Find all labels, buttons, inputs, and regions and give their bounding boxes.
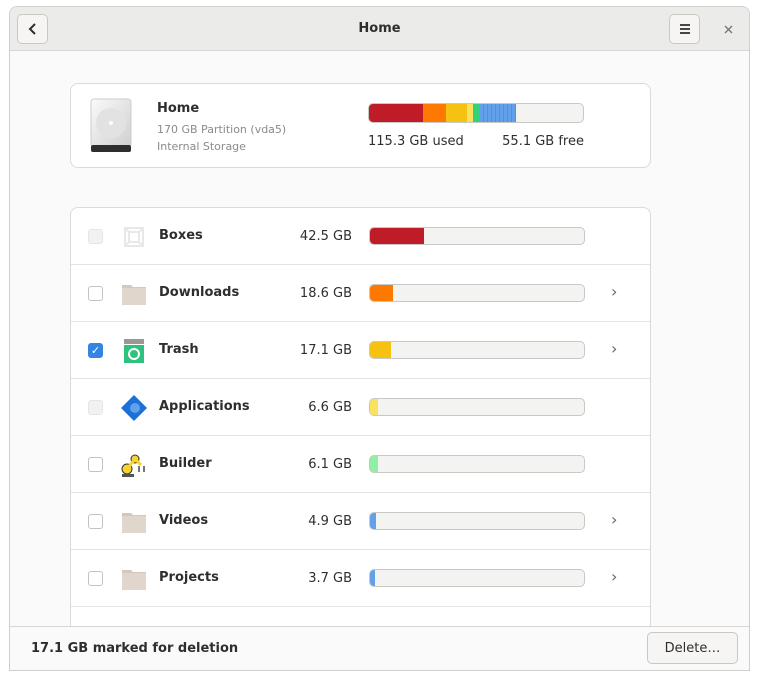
volume-name: Home: [157, 101, 200, 116]
item-size: 6.6 GB: [308, 400, 352, 415]
volume-free: 55.1 GB free: [502, 134, 584, 149]
volume-used: 115.3 GB used: [368, 134, 464, 149]
folder-icon: [121, 566, 147, 592]
item-usage-fill: [370, 513, 377, 529]
item-usage-bar: [369, 455, 585, 473]
item-usage-bar: [369, 569, 585, 587]
delete-button[interactable]: Delete…: [647, 632, 738, 664]
list-item-videos[interactable]: Videos 4.9 GB ›: [71, 493, 650, 550]
volume-usage-bar: [368, 103, 584, 123]
item-usage-bar: [369, 227, 585, 245]
footer-bar: 17.1 GB marked for deletion Delete…: [10, 626, 749, 670]
item-usage-fill: [370, 228, 424, 244]
item-checkbox[interactable]: [88, 286, 103, 301]
applications-icon: [121, 395, 147, 421]
item-usage-bar: [369, 341, 585, 359]
volume-segment: [369, 104, 423, 122]
window: Home Home 170 GB Partition (vda5) Intern…: [9, 6, 750, 671]
builder-icon: [121, 452, 147, 478]
item-name: Applications: [159, 399, 250, 414]
boxes-icon: [121, 224, 147, 250]
close-icon: [724, 25, 732, 33]
item-usage-fill: [370, 285, 394, 301]
item-checkbox: [88, 229, 103, 244]
folder-icon: [121, 281, 147, 307]
window-title: Home: [358, 21, 401, 36]
chevron-right-icon[interactable]: ›: [611, 510, 618, 529]
volume-segment: [422, 104, 446, 122]
item-size: 6.1 GB: [308, 457, 352, 472]
chevron-right-icon[interactable]: ›: [611, 282, 618, 301]
item-usage-fill: [370, 399, 379, 415]
deletion-status: 17.1 GB marked for deletion: [31, 641, 239, 656]
go-back-icon: [28, 23, 36, 35]
item-size: 42.5 GB: [299, 229, 352, 244]
list-item-builder[interactable]: Builder 6.1 GB: [71, 436, 650, 493]
volume-card: Home 170 GB Partition (vda5) Internal St…: [70, 83, 651, 168]
item-list: Boxes 42.5 GB Downloads 18.6 GB › ✓ Trash…: [70, 207, 651, 670]
trash-icon: [121, 338, 147, 364]
item-usage-bar: [369, 284, 585, 302]
item-name: Videos: [159, 513, 209, 528]
volume-type: Internal Storage: [157, 140, 246, 153]
list-item-applications[interactable]: Applications 6.6 GB: [71, 379, 650, 436]
menu-button[interactable]: [669, 14, 700, 44]
hamburger-menu-icon: [679, 24, 690, 34]
back-button[interactable]: [17, 14, 48, 44]
item-name: Downloads: [159, 285, 240, 300]
item-name: Trash: [159, 342, 199, 357]
volume-segment: [467, 104, 474, 122]
item-size: 4.9 GB: [308, 514, 352, 529]
item-usage-bar: [369, 398, 585, 416]
item-name: Builder: [159, 456, 212, 471]
item-name: Projects: [159, 570, 219, 585]
item-checkbox: [88, 400, 103, 415]
volume-segment: [480, 104, 517, 122]
item-size: 3.7 GB: [308, 571, 352, 586]
item-name: Boxes: [159, 228, 203, 243]
list-item-boxes[interactable]: Boxes 42.5 GB: [71, 208, 650, 265]
volume-segment: [445, 104, 468, 122]
item-size: 18.6 GB: [299, 286, 352, 301]
volume-segment: [473, 104, 481, 122]
volume-partition: 170 GB Partition (vda5): [157, 123, 287, 136]
item-checkbox[interactable]: [88, 514, 103, 529]
item-checkbox[interactable]: [88, 457, 103, 472]
item-checkbox[interactable]: [88, 571, 103, 586]
list-item-projects[interactable]: Projects 3.7 GB ›: [71, 550, 650, 607]
item-size: 17.1 GB: [299, 343, 352, 358]
close-button[interactable]: [718, 19, 738, 39]
list-item-downloads[interactable]: Downloads 18.6 GB ›: [71, 265, 650, 322]
chevron-right-icon[interactable]: ›: [611, 339, 618, 358]
header-bar: Home: [10, 7, 749, 51]
item-usage-fill: [370, 570, 376, 586]
folder-icon: [121, 509, 147, 535]
item-usage-fill: [370, 456, 378, 472]
chevron-right-icon[interactable]: ›: [611, 567, 618, 586]
item-usage-fill: [370, 342, 392, 358]
harddisk-icon: [90, 98, 132, 152]
list-item-trash[interactable]: ✓ Trash 17.1 GB ›: [71, 322, 650, 379]
item-usage-bar: [369, 512, 585, 530]
item-checkbox[interactable]: ✓: [88, 343, 103, 358]
